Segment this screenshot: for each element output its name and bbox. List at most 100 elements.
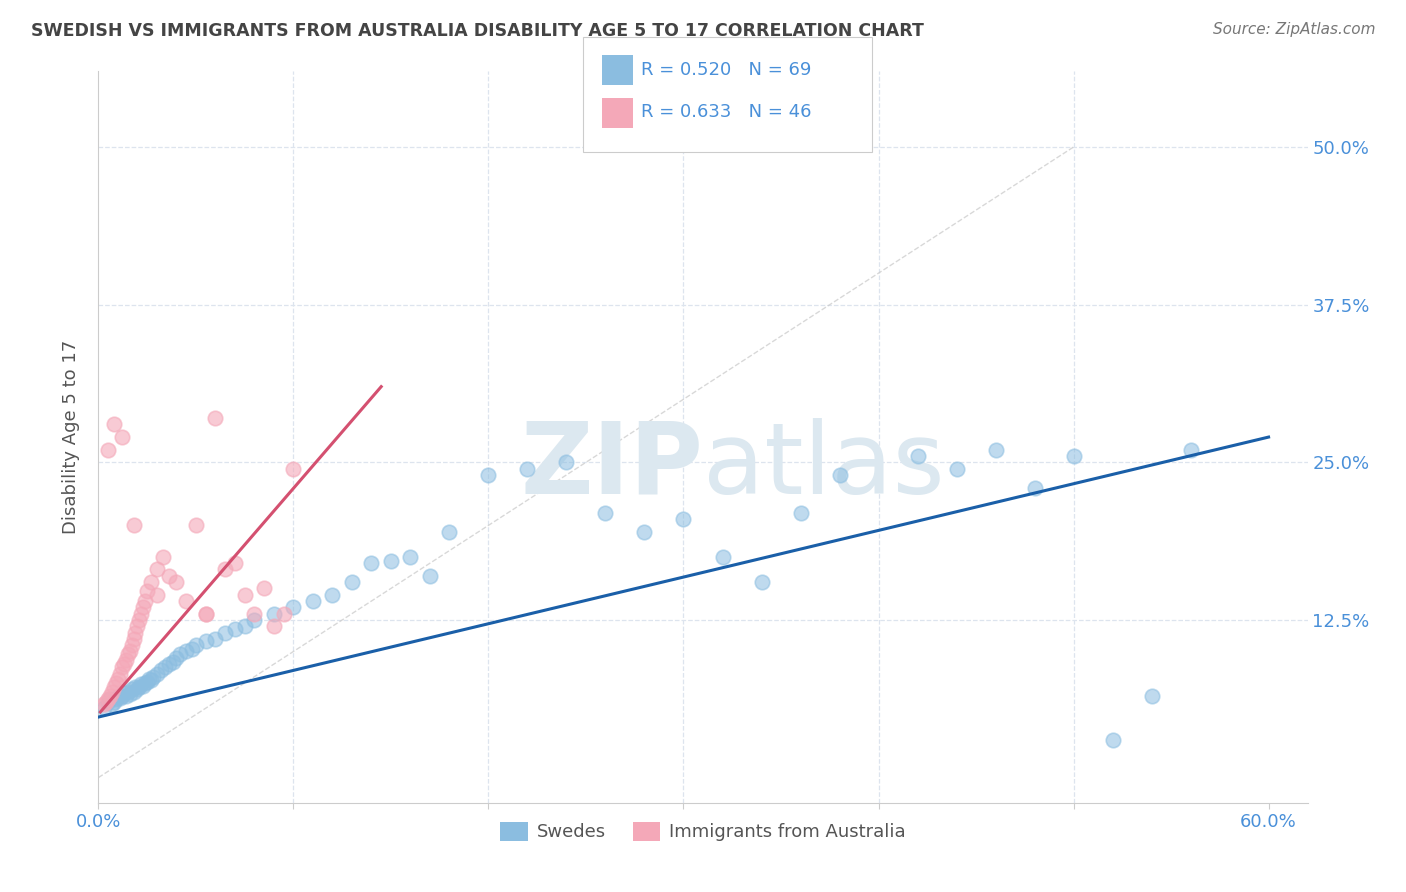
Point [233,619,256,633]
Point [131,677,153,691]
Point [555,455,578,469]
Point [273,607,295,621]
Point [122,685,145,699]
Point [263,607,285,621]
Point [108,691,131,706]
Text: R = 0.520   N = 69: R = 0.520 N = 69 [641,61,811,78]
Point [98,689,121,703]
Point [112,686,135,700]
Point [633,524,655,539]
Point [194,634,217,648]
Point [107,690,129,704]
Point [233,588,256,602]
Point [139,575,162,590]
Point [103,417,125,432]
Point [224,556,246,570]
Point [108,667,131,681]
Point [1101,732,1123,747]
Point [302,594,325,608]
Point [263,619,285,633]
Point [828,467,851,482]
Point [104,692,127,706]
Point [104,676,127,690]
Point [194,607,217,621]
Point [127,619,149,633]
Point [124,625,146,640]
Point [134,676,156,690]
Point [224,622,246,636]
Point [340,575,363,590]
Point [117,647,139,661]
Point [399,549,422,564]
Point [1180,442,1202,457]
Point [165,650,187,665]
Point [477,467,499,482]
Point [122,518,145,533]
Point [194,607,217,621]
Text: atlas: atlas [703,417,945,515]
Point [419,569,441,583]
Point [516,461,538,475]
Point [128,680,150,694]
Point [152,549,174,564]
Point [107,672,129,686]
Point [97,692,120,706]
Y-axis label: Disability Age 5 to 17: Disability Age 5 to 17 [62,340,80,534]
Point [138,672,160,686]
Point [114,653,136,667]
Point [122,632,145,646]
Point [134,594,156,608]
Point [184,638,207,652]
Point [1063,449,1085,463]
Point [118,687,141,701]
Point [984,442,1007,457]
Point [360,556,382,570]
Point [118,644,141,658]
Point [321,588,343,602]
Point [789,506,811,520]
Point [103,695,125,709]
Point [283,600,305,615]
Point [214,562,236,576]
Point [214,625,236,640]
Point [97,695,120,709]
Point [139,673,162,688]
Point [131,607,153,621]
Point [112,657,135,671]
Point [97,442,120,457]
Point [98,692,121,706]
Point [111,689,134,703]
Point [169,647,191,661]
Point [162,655,184,669]
Point [174,644,197,658]
Point [96,695,118,709]
Point [124,680,146,694]
Point [93,698,115,712]
Point [174,594,197,608]
Point [1024,481,1046,495]
Point [751,575,773,590]
Point [103,680,125,694]
Point [146,562,169,576]
Point [253,582,276,596]
Point [132,600,155,615]
Legend: Swedes, Immigrants from Australia: Swedes, Immigrants from Australia [494,814,912,848]
Point [595,506,617,520]
Point [165,575,187,590]
Point [1140,689,1163,703]
Point [945,461,967,475]
Point [153,659,176,673]
Point [146,588,169,602]
Text: ZIP: ZIP [520,417,703,515]
Point [149,664,172,678]
Point [142,670,165,684]
Point [184,518,207,533]
Point [283,461,305,475]
Point [243,613,266,627]
Point [711,549,734,564]
Point [136,674,159,689]
Text: Source: ZipAtlas.com: Source: ZipAtlas.com [1212,22,1375,37]
Point [114,689,136,703]
Point [117,685,139,699]
Point [101,685,124,699]
